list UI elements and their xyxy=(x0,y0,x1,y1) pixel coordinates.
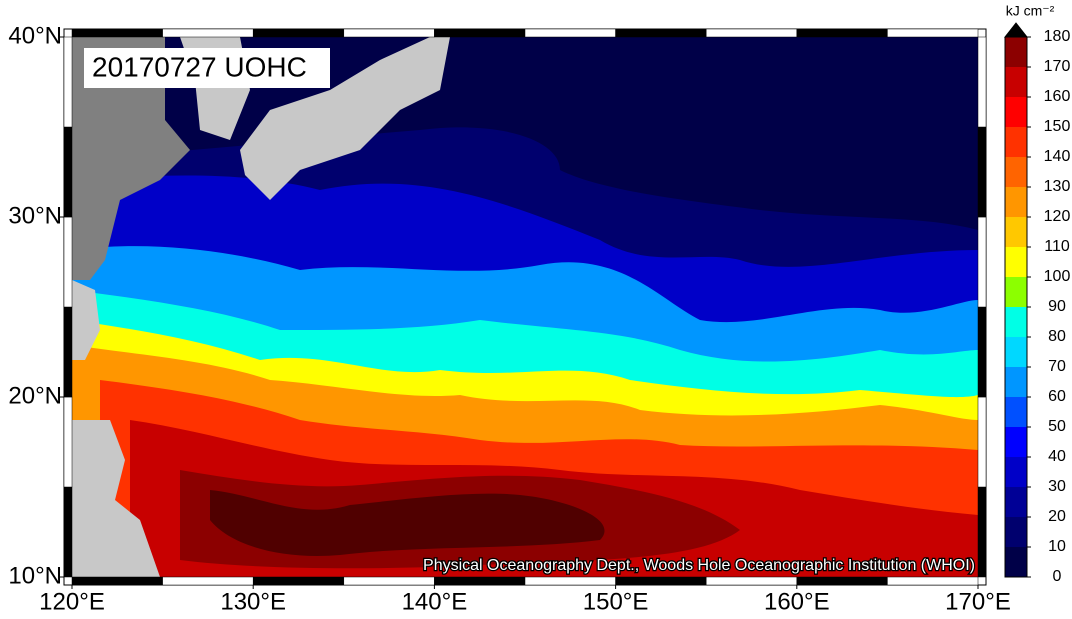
map-frame: 120°E 130°E 140°E 150°E 160°E 170°E 10°N 20°N 30… xyxy=(8,22,1011,615)
x-tick-label: 140°E xyxy=(402,588,468,614)
y-tick-label: 40°N xyxy=(8,22,62,49)
colorbar-tick-label: 90 xyxy=(1048,298,1066,315)
title-box xyxy=(84,48,330,88)
colorbar-tick-label: 130 xyxy=(1044,178,1071,195)
colorbar-swatch xyxy=(1005,307,1027,337)
frame-stripe xyxy=(977,306,987,398)
colorbar-unit: kJ cm⁻² xyxy=(1006,3,1055,19)
x-tick-label: 130°E xyxy=(220,588,286,614)
colorbar-swatch xyxy=(1005,517,1027,547)
colorbar-tick-label: 10 xyxy=(1048,538,1066,555)
x-tick-label: 150°E xyxy=(583,588,649,614)
frame-stripe xyxy=(887,28,979,38)
frame-stripe xyxy=(977,216,987,308)
colorbar-swatch xyxy=(1005,247,1027,277)
frame-stripe xyxy=(977,36,987,128)
frame-stripe xyxy=(63,126,73,218)
frame-stripe xyxy=(434,28,526,38)
frame-stripe xyxy=(63,396,73,488)
frame-stripe xyxy=(796,28,888,38)
colorbar-over xyxy=(1003,22,1029,38)
colorbar-tick-label: 30 xyxy=(1048,478,1066,495)
x-tick-label: 120°E xyxy=(39,588,105,614)
frame-stripe xyxy=(162,576,254,586)
frame-stripe xyxy=(705,576,798,586)
colorbar-swatch xyxy=(1005,337,1027,367)
frame-stripe xyxy=(977,126,987,218)
colorbar-swatch xyxy=(1005,157,1027,187)
frame-stripe xyxy=(63,216,73,308)
colorbar-swatch xyxy=(1005,397,1027,427)
frame-stripe xyxy=(162,28,254,38)
frame-stripe xyxy=(434,576,526,586)
frame-stripe xyxy=(524,576,616,586)
colorbar: 0 10 20 30 40 50 60 70 80 90 100 110 120 130 140 150 160… xyxy=(1003,22,1071,585)
frame-stripe xyxy=(796,576,888,586)
y-tick-label: 20°N xyxy=(8,382,62,409)
ohc-field xyxy=(72,37,978,577)
map-title: 20170727 UOHC xyxy=(92,51,307,82)
colorbar-tick-label: 100 xyxy=(1044,268,1071,285)
frame-stripe xyxy=(71,576,163,586)
frame-stripe xyxy=(343,576,435,586)
colorbar-swatch xyxy=(1005,67,1027,97)
frame-stripe xyxy=(343,28,435,38)
x-tick-label: 170°E xyxy=(945,588,1011,614)
colorbar-tick-label: 150 xyxy=(1044,118,1071,135)
colorbar-tick-label: 80 xyxy=(1048,328,1066,345)
credit: Physical Oceanography Dept., Woods Hole … xyxy=(423,557,975,574)
frame-stripe xyxy=(71,28,163,38)
colorbar-swatch xyxy=(1005,367,1027,397)
colorbar-tick-label: 180 xyxy=(1044,28,1071,45)
frame-stripe xyxy=(615,28,707,38)
x-tick-label: 160°E xyxy=(764,588,830,614)
colorbar-swatch xyxy=(1005,547,1027,577)
colorbar-tick-label: 50 xyxy=(1048,418,1066,435)
colorbar-tick-label: 140 xyxy=(1044,148,1071,165)
frame-stripe xyxy=(252,576,345,586)
frame-stripe xyxy=(977,486,987,578)
colorbar-swatch xyxy=(1005,277,1027,307)
frame-stripe xyxy=(63,306,73,398)
frame-stripe xyxy=(887,576,979,586)
colorbar-tick-label: 160 xyxy=(1044,88,1071,105)
frame-stripe xyxy=(615,576,707,586)
colorbar-swatch xyxy=(1005,187,1027,217)
colorbar-swatch xyxy=(1005,427,1027,457)
frame-stripe xyxy=(524,28,616,38)
frame-stripe xyxy=(977,396,987,488)
colorbar-tick-label: 70 xyxy=(1048,358,1066,375)
colorbar-tick-label: 120 xyxy=(1044,208,1071,225)
frame-stripe xyxy=(63,36,73,128)
colorbar-swatch xyxy=(1005,37,1027,67)
colorbar-tick-label: 110 xyxy=(1044,238,1070,255)
y-tick-label: 10°N xyxy=(8,562,62,589)
frame-stripe xyxy=(63,486,73,578)
frame-stripe xyxy=(252,28,345,38)
frame-stripe xyxy=(705,28,798,38)
colorbar-tick-label: 60 xyxy=(1048,388,1066,405)
colorbar-tick-label: 170 xyxy=(1044,58,1071,75)
colorbar-swatch xyxy=(1005,127,1027,157)
colorbar-tick-label: 20 xyxy=(1048,508,1066,525)
colorbar-swatch xyxy=(1005,487,1027,517)
y-tick-label: 30°N xyxy=(8,202,62,229)
colorbar-tick-label: 0 xyxy=(1053,568,1062,585)
colorbar-swatch xyxy=(1005,217,1027,247)
colorbar-swatch xyxy=(1005,457,1027,487)
colorbar-tick-label: 40 xyxy=(1048,448,1066,465)
colorbar-swatch xyxy=(1005,97,1027,127)
